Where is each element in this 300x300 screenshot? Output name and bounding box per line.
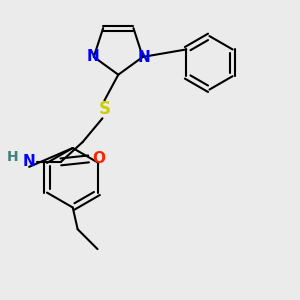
Text: H: H (7, 150, 18, 164)
Text: S: S (98, 100, 110, 118)
Text: O: O (92, 152, 105, 166)
Text: N: N (23, 154, 35, 169)
Text: N: N (86, 50, 99, 64)
Text: N: N (137, 50, 150, 65)
